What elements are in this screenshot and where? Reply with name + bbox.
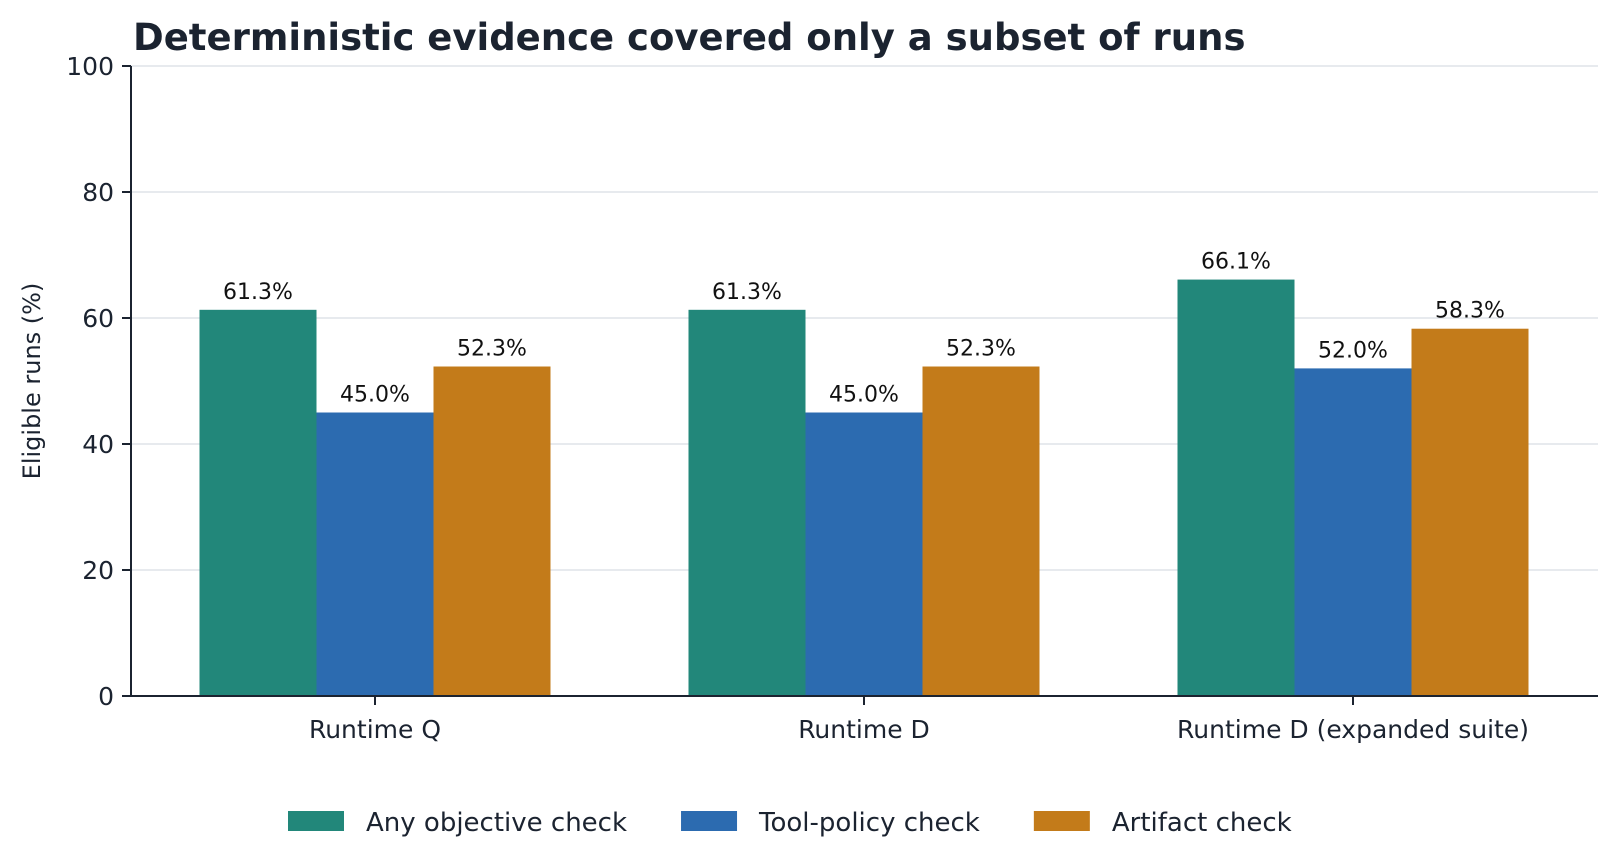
legend-swatch bbox=[1033, 811, 1090, 831]
x-tick-label: Runtime Q bbox=[309, 715, 441, 744]
bar bbox=[1294, 368, 1412, 696]
data-labels: 61.3% 45.0% 52.3% 61.3% 45.0% 52.3% 66.1% 52.0%… bbox=[223, 250, 1505, 408]
y-tick-label: 0 bbox=[98, 682, 114, 711]
legend-swatch bbox=[681, 811, 738, 831]
chart-title: Deterministic evidence covered only a su… bbox=[133, 16, 1245, 59]
bar bbox=[199, 309, 317, 696]
legend-label: Any objective check bbox=[366, 808, 627, 838]
bar-data-label: 58.3% bbox=[1435, 299, 1505, 324]
y-tick-label: 60 bbox=[82, 304, 114, 333]
legend-label: Artifact check bbox=[1112, 808, 1292, 838]
bar bbox=[805, 412, 923, 696]
x-tick-label: Runtime D bbox=[798, 715, 930, 744]
bar-data-label: 66.1% bbox=[1201, 250, 1271, 275]
legend-label: Tool-policy check bbox=[758, 808, 980, 838]
legend-swatch bbox=[288, 811, 344, 831]
y-tick-label: 20 bbox=[82, 556, 114, 585]
bar bbox=[922, 366, 1040, 696]
bars bbox=[199, 279, 1529, 696]
bar-data-label: 52.3% bbox=[457, 337, 527, 362]
bar-data-label: 52.0% bbox=[1318, 338, 1388, 363]
bar-data-label: 45.0% bbox=[340, 383, 410, 408]
bar-data-label: 52.3% bbox=[946, 337, 1016, 362]
axes: 0 20 40 60 80 100 Runtime Q Runtime D Runtime D … bbox=[66, 52, 1598, 744]
y-tick-label: 100 bbox=[66, 52, 114, 81]
bar-data-label: 45.0% bbox=[829, 383, 899, 408]
bar-data-label: 61.3% bbox=[712, 280, 782, 305]
y-axis-label: Eligible runs (%) bbox=[18, 283, 46, 480]
bar bbox=[1177, 279, 1295, 696]
bar bbox=[688, 309, 806, 696]
x-tick-label: Runtime D (expanded suite) bbox=[1177, 715, 1529, 744]
bar bbox=[433, 366, 551, 696]
bar-data-label: 61.3% bbox=[223, 280, 293, 305]
bar bbox=[316, 412, 434, 696]
legend: Any objective check Tool-policy check Arti… bbox=[288, 808, 1292, 838]
y-tick-label: 40 bbox=[82, 430, 114, 459]
bar bbox=[1411, 328, 1529, 696]
y-tick-label: 80 bbox=[82, 178, 114, 207]
